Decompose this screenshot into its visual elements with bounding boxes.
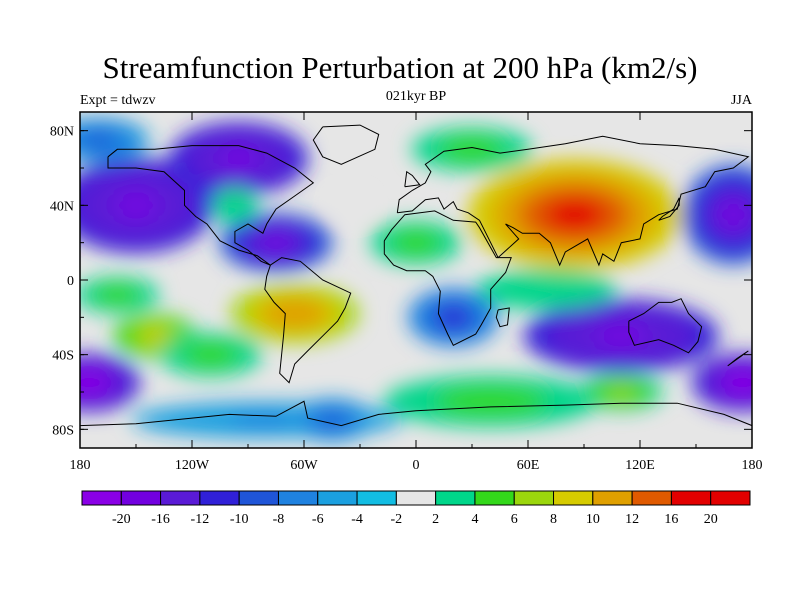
colorbar-box <box>238 490 279 506</box>
colorbar-label: -6 <box>312 512 324 527</box>
contour-fill-north-pacific-low <box>113 191 159 220</box>
coastline-2 <box>264 257 352 384</box>
colorbar-box <box>81 490 122 506</box>
colorbar-box <box>199 490 240 506</box>
contour-fill-south-indian-high <box>608 385 635 399</box>
contour-fill-south-atlantic-low <box>439 307 468 327</box>
coastline-5 <box>628 298 703 354</box>
contour-fill-antarctic-low <box>229 413 304 427</box>
colorbar-box <box>513 490 555 506</box>
colorbar-label: 6 <box>511 512 518 527</box>
contour-fill-central-us-high <box>226 198 244 213</box>
contour-fill-west-pacific-low <box>717 200 749 230</box>
left-string: Expt = tdwzv <box>80 93 156 108</box>
colorbar-label: 20 <box>704 512 718 527</box>
colorbar-box <box>710 490 751 506</box>
colorbar-box <box>474 490 515 506</box>
coastline-10 <box>727 350 749 367</box>
colorbar-label: -2 <box>391 512 403 527</box>
center-string: 021kyr BP <box>385 89 447 104</box>
contour-fill-southern-ocean-high <box>461 392 521 410</box>
contour-fill-se-pacific-low-2 <box>727 373 752 393</box>
colorbar-box <box>356 490 397 506</box>
contour-fill-africa-high <box>401 235 431 251</box>
contour-fill-south-atlantic-mid-low <box>318 412 346 428</box>
lon-label: 0 <box>413 458 420 473</box>
colorbar-label: -4 <box>351 512 363 527</box>
colorbar-box <box>395 490 437 506</box>
colorbar-label: -8 <box>273 512 285 527</box>
colorbar-box <box>317 490 358 506</box>
colorbar-box <box>553 490 594 506</box>
colorbar: -20 -16 -12 -10 -8 -6 -4 -2 2 4 6 8 10 12 16 20 <box>81 490 751 527</box>
coastline-8 <box>658 197 680 221</box>
colorbar-box <box>160 490 201 506</box>
contour-fill-indian-ocean-low <box>594 324 649 348</box>
coastline-4 <box>383 210 512 346</box>
lon-label: 180 <box>742 458 763 473</box>
colorbar-label: -16 <box>151 512 170 527</box>
lat-label: 80S <box>52 423 74 438</box>
contour-fill-asia-high <box>545 198 605 231</box>
colorbar-box <box>670 490 712 506</box>
contour-fill-south-america-high <box>275 304 314 324</box>
lon-label: 120E <box>625 458 655 473</box>
lon-label: 120W <box>175 458 210 473</box>
colorbar-box <box>277 490 319 506</box>
lon-label: 180 <box>70 458 91 473</box>
colorbar-label: 2 <box>432 512 439 527</box>
colorbar-box <box>435 490 476 506</box>
lat-label: 40S <box>52 349 74 364</box>
plot-title: Streamfunction Perturbation at 200 hPa (… <box>102 50 698 85</box>
coastline-3 <box>396 135 750 267</box>
lon-label: 60E <box>517 458 540 473</box>
coastline-1 <box>312 124 380 165</box>
coastline-0 <box>107 145 315 266</box>
colorbar-label: -10 <box>230 512 249 527</box>
colorbar-label: 4 <box>471 512 478 527</box>
contour-fill-tropical-indian-high <box>526 282 568 297</box>
coastlines <box>80 124 752 427</box>
map-axes: 80N 40N 0 40S 80S 180 120W 60W 0 60E 120E 180 <box>50 112 763 473</box>
coastline-9 <box>404 170 421 188</box>
contour-fill-caribbean-low <box>258 233 294 253</box>
contour-fill-pacific-arctic-low <box>83 132 115 148</box>
lon-label: 60W <box>290 458 318 473</box>
coastline-6 <box>80 400 752 427</box>
colorbar-box <box>631 490 672 506</box>
lat-label: 80N <box>50 125 74 140</box>
colorbar-label: -20 <box>112 512 131 527</box>
contour-fill-north-america-low <box>218 147 259 171</box>
streamfunction-field <box>80 112 752 448</box>
contour-fill-south-pacific-high <box>141 328 169 344</box>
colorbar-label: 12 <box>625 512 639 527</box>
right-string: JJA <box>730 93 752 108</box>
contour-fill-east-pacific-eq-high <box>104 288 131 302</box>
contour-fill-se-pacific-low <box>80 373 105 393</box>
coastline-7 <box>495 307 510 328</box>
colorbar-label: 8 <box>550 512 557 527</box>
colorbar-box <box>592 490 633 506</box>
colorbar-label: 10 <box>586 512 600 527</box>
colorbar-label: 16 <box>664 512 678 527</box>
lat-label: 0 <box>67 274 74 289</box>
contour-fill-arctic-europe-high <box>454 141 490 157</box>
lat-label: 40N <box>50 199 74 214</box>
colorbar-label: -12 <box>191 512 210 527</box>
contour-fill-atlantic-high <box>343 200 358 211</box>
colorbar-box <box>120 490 162 506</box>
contour-fill-subtropical-pacific-high <box>195 347 227 363</box>
